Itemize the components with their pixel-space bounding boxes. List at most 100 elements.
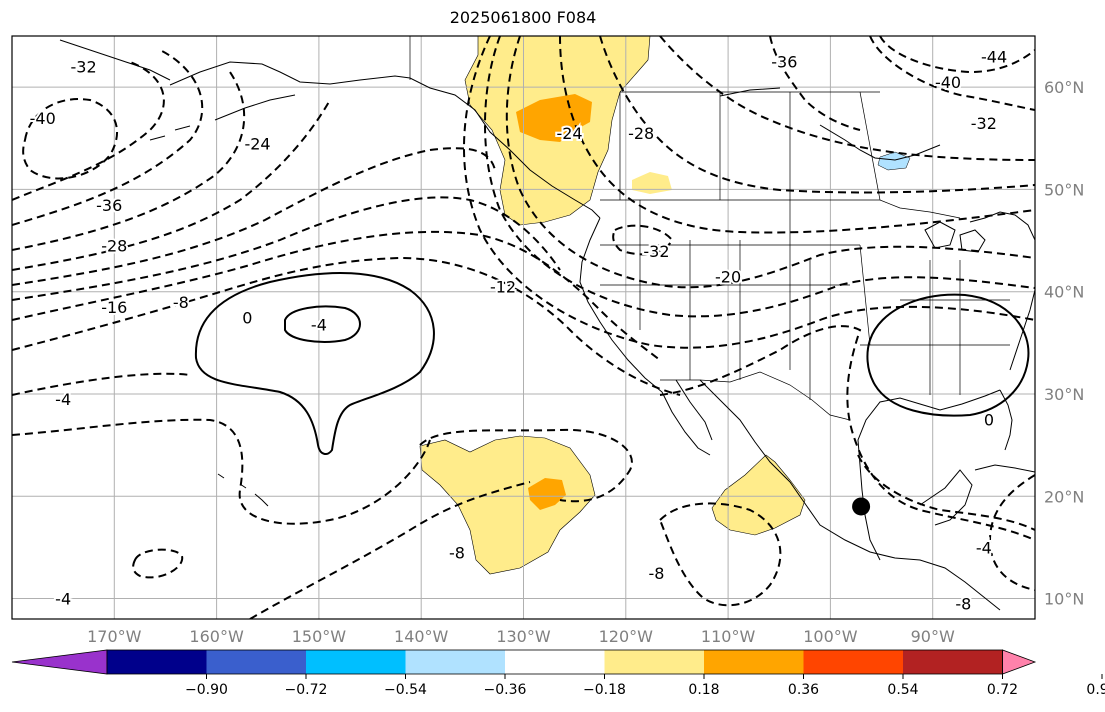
gridlines (12, 36, 1035, 619)
contour-label: -4 (55, 590, 71, 609)
lon-tick-label: 140°W (394, 627, 449, 646)
contour-label: -24 (244, 134, 270, 153)
contour-label-group: -32-40-36-28-24-16 -80 -4-4-24 -28-36 -44-40… (28, 45, 1010, 615)
border-canada-us (600, 199, 961, 219)
lat-tick-label: 10°N (1044, 590, 1084, 609)
lon-tick-label: 90°W (911, 627, 955, 646)
contour-label: -36 (96, 196, 122, 215)
colorbar-segment (604, 650, 705, 674)
lon-tick-label: 110°W (701, 627, 756, 646)
contour-label: -32 (971, 114, 997, 133)
contour-minus16-central (484, 36, 1035, 318)
contour-minus24-north (559, 36, 1035, 234)
lon-tick-label: 150°W (292, 627, 347, 646)
coastline-aleutians (59, 39, 296, 141)
contour-minus44-north (879, 36, 1035, 74)
lon-tick-label: 100°W (803, 627, 858, 646)
contour-minus4-east (857, 454, 1035, 531)
contour-minus36-north (769, 36, 861, 131)
colorbar-segment (704, 650, 804, 674)
map-frame (11, 35, 1036, 620)
contour-label: -8 (955, 595, 971, 614)
colorbar-segment (903, 650, 1003, 674)
colorbar-tick-label: 0.36 (788, 682, 819, 698)
colorbar-tick-label: 0.90 (1086, 682, 1105, 698)
colorbar-tick-label: 0.18 (688, 682, 719, 698)
contour-minus8-south (12, 418, 431, 525)
colorbar-tick-label: 0.72 (987, 682, 1018, 698)
colorbar-extend-high (1002, 649, 1037, 675)
contour-minus8-lower (249, 481, 531, 619)
coastline-cuba (974, 464, 1035, 473)
colorbar-tick-label: −0.72 (285, 682, 328, 698)
colorbar-segment (306, 650, 406, 674)
contour-label: 0 (242, 308, 252, 327)
contour-zero-southeast (866, 293, 1030, 417)
border-us-states (600, 200, 1010, 400)
contour-minus36-west (12, 61, 165, 201)
contour-label: -8 (449, 544, 465, 563)
shade-mexico-coast-yellow (711, 454, 806, 536)
contour-minus40-north (869, 36, 1035, 111)
contour-label: -24 (556, 124, 582, 143)
latitude-axis: 60°N 50°N 40°N 30°N 20°N 10°N (1044, 78, 1084, 608)
colorbar-segment (803, 650, 904, 674)
contours (194, 272, 1030, 455)
contour-label: -44 (981, 47, 1007, 66)
contour-minus28-west (12, 71, 246, 251)
shade-pacific-nw-orange (516, 94, 592, 142)
lon-tick-label: 120°W (599, 627, 654, 646)
lon-tick-label: 170°W (87, 627, 142, 646)
contour-zero-pacific (194, 272, 435, 455)
contour-minus16-west (12, 196, 561, 301)
coastline-alaska (169, 61, 601, 219)
colorbar: −0.90 −0.72 −0.54 −0.36 −0.18 0.18 0.36 0.54 0.7… (11, 649, 1105, 698)
coastline-us-east (969, 211, 1035, 371)
colorbar-extend-low (11, 649, 108, 675)
political-borders (409, 36, 1010, 421)
colorbar-tick-label: 0.54 (887, 682, 918, 698)
contour-label: -32 (71, 58, 97, 77)
contour-minus32-north (659, 36, 1035, 161)
contour-label: -28 (101, 237, 127, 256)
contour-label: -4 (55, 390, 71, 409)
contour-minus8-central (659, 325, 1035, 541)
contour-label: -40 (30, 109, 56, 128)
contour-label: -4 (976, 538, 992, 557)
border-us-mexico (660, 371, 851, 421)
shade-central-pacific-yellow (419, 435, 596, 575)
coastline-mexico (699, 379, 1001, 611)
contour-minus28-north (599, 36, 1035, 194)
lat-tick-label: 30°N (1044, 385, 1084, 404)
contour-minus40-west (22, 98, 119, 180)
contour-minus20-west (12, 147, 496, 286)
colorbar-tick-label: −0.90 (185, 682, 228, 698)
contour-minus8-pacific-loop (419, 428, 633, 503)
lat-tick-label: 20°N (1044, 487, 1084, 506)
colorbar-tick-label: −0.54 (384, 682, 427, 698)
lat-tick-label: 50°N (1044, 180, 1084, 199)
dashed-contours (12, 36, 1035, 619)
contour-minus24-west (12, 99, 331, 271)
colorbar-segment (505, 650, 605, 674)
contour-label: -16 (101, 298, 127, 317)
contour-minus8-mexico-coast (658, 502, 782, 607)
longitude-axis: 170°W 160°W 150°W 140°W 130°W 120°W 110°W 100°W… (87, 627, 955, 646)
lon-tick-label: 130°W (496, 627, 551, 646)
contour-label: -40 (935, 73, 961, 92)
coastline-baja (661, 379, 713, 456)
map-title: 2025061800 F084 (449, 8, 597, 27)
lat-tick-label: 60°N (1044, 78, 1084, 97)
contour-label: -32 (643, 242, 669, 261)
lon-tick-label: 160°W (189, 627, 244, 646)
colorbar-tick-label: −0.36 (484, 682, 527, 698)
colorbar-segment (405, 650, 506, 674)
colorbar-segment (206, 650, 307, 674)
shaded-regions (419, 36, 911, 575)
contour-minus32-west (12, 49, 204, 226)
contour-label: -8 (173, 293, 189, 312)
coastline-great-lakes (924, 221, 986, 253)
colorbar-tick-label: −0.18 (583, 682, 626, 698)
contour-minus8-east (988, 474, 1035, 591)
